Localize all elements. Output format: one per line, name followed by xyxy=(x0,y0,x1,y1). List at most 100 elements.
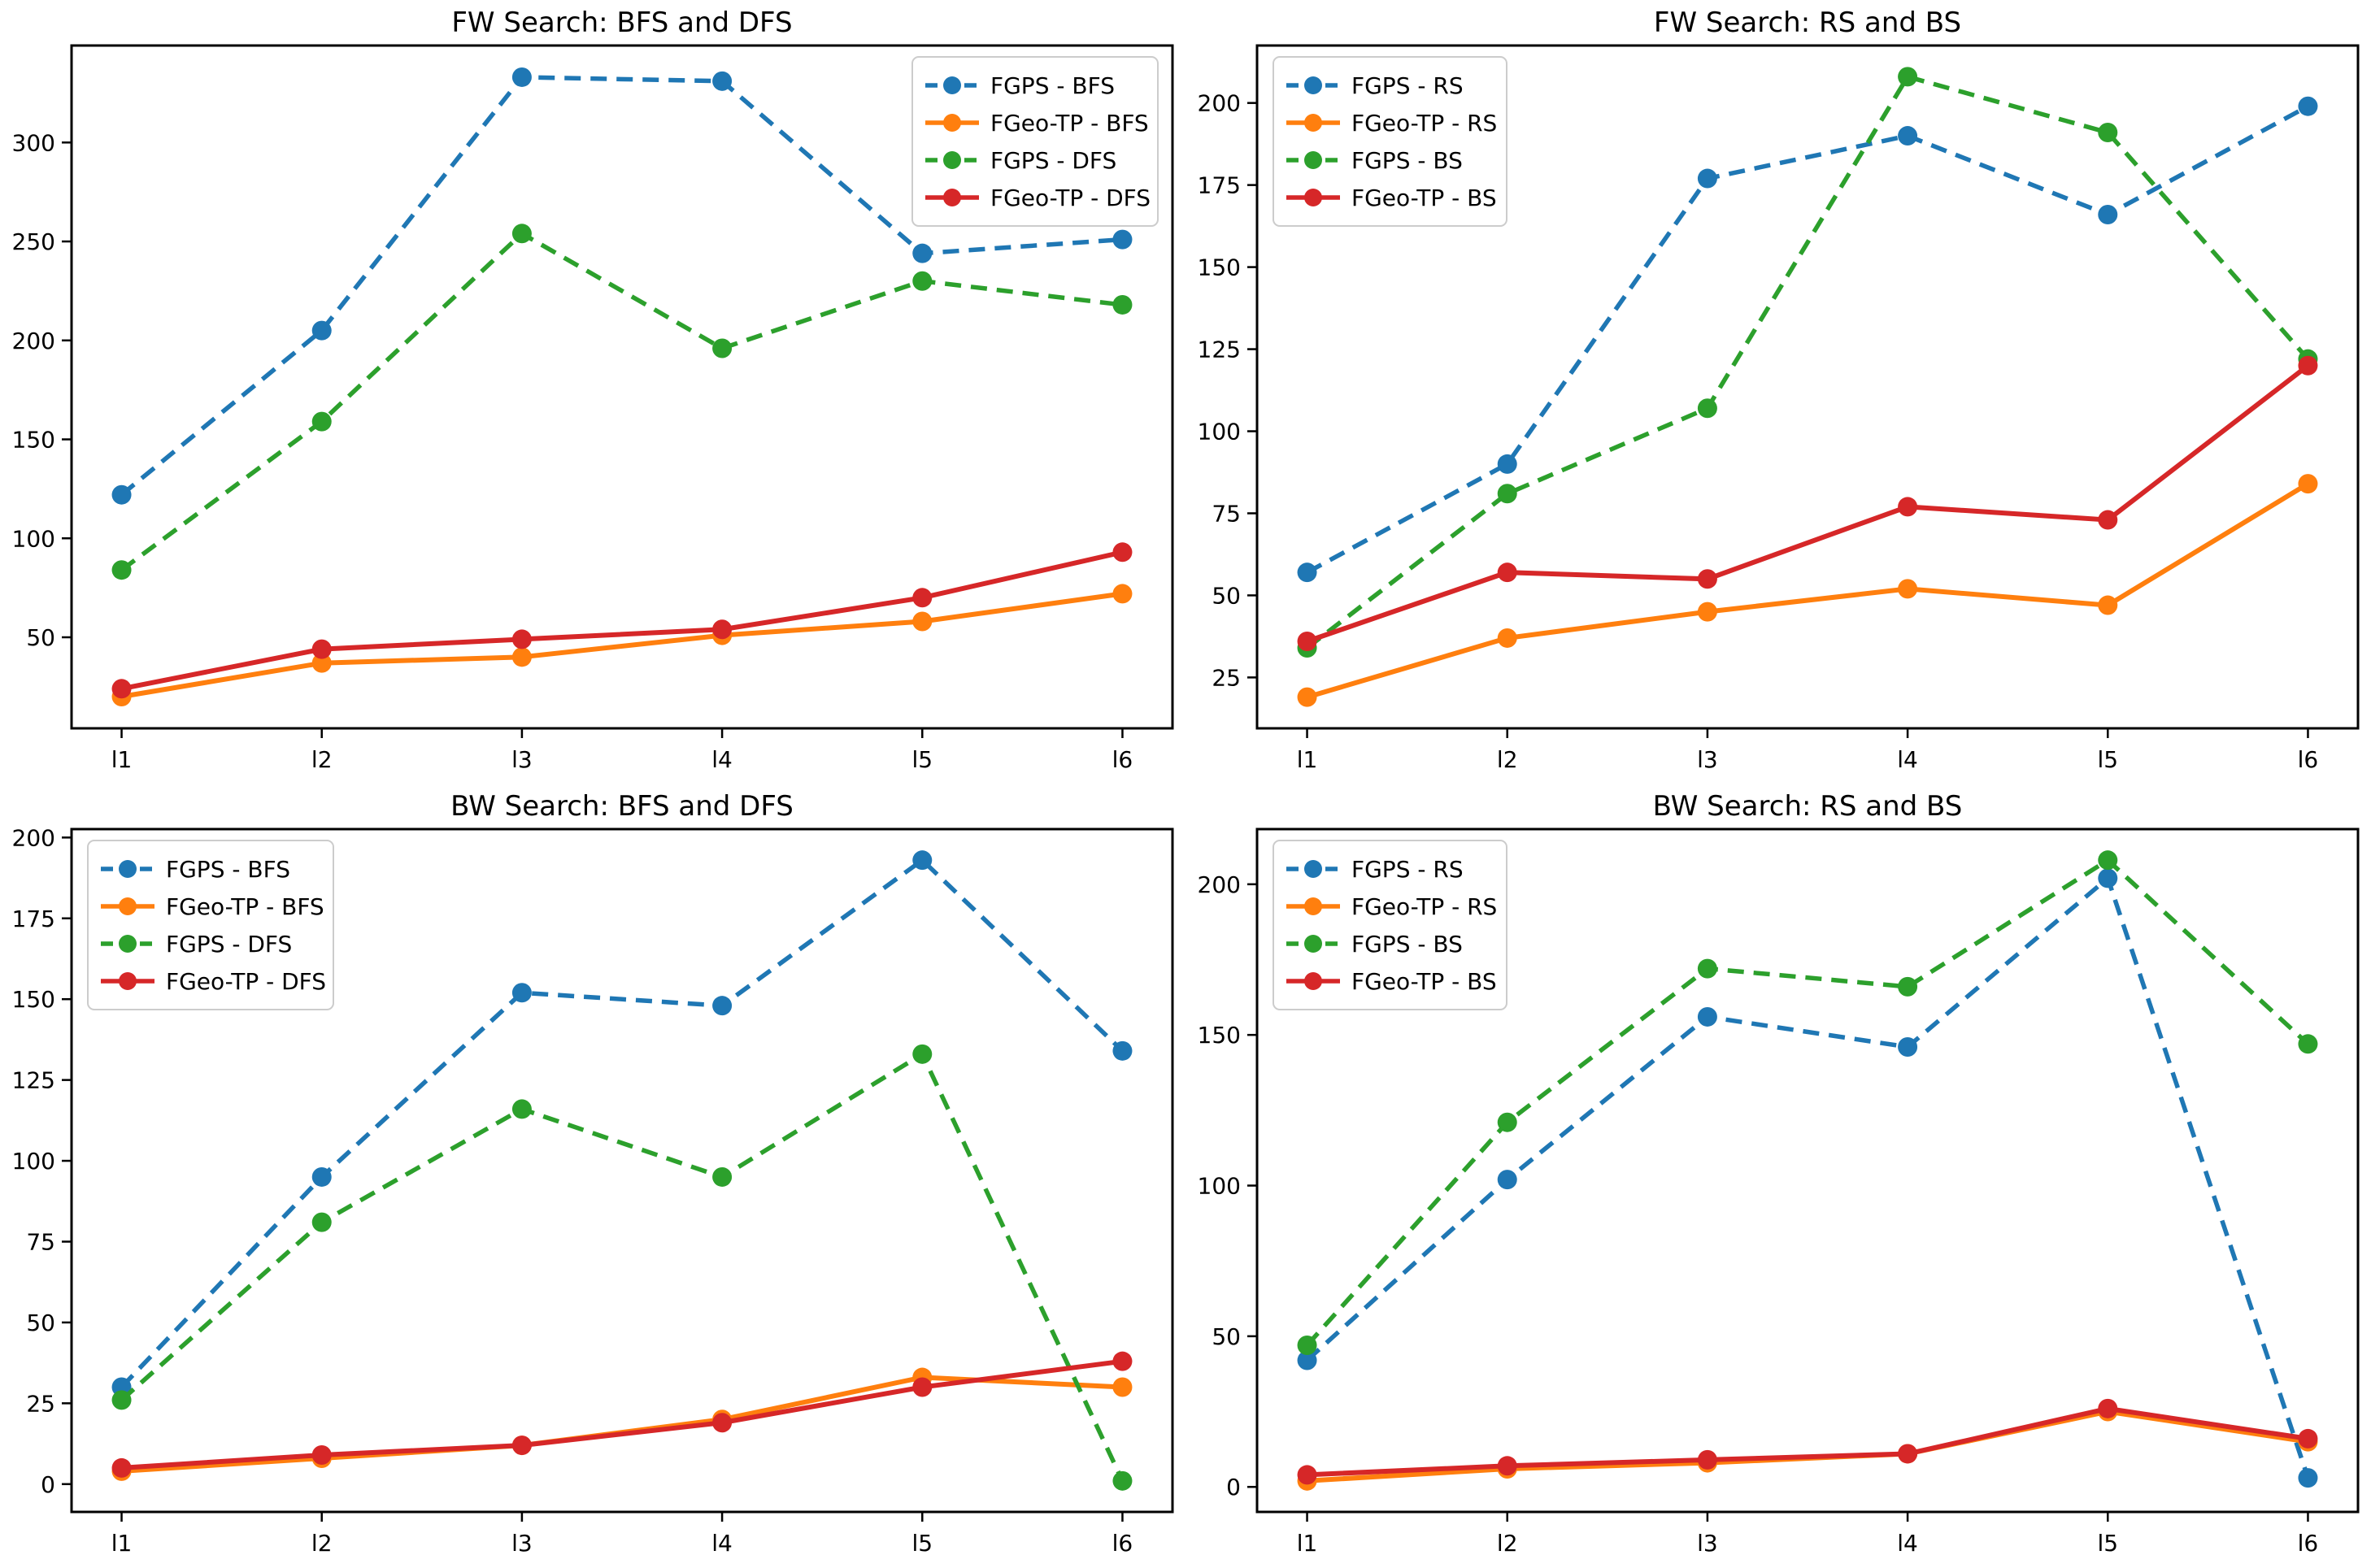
data-point-FGeo-TP - BS xyxy=(1297,1465,1317,1485)
y-tick-label: 150 xyxy=(12,427,55,454)
data-point-FGeo-TP - DFS xyxy=(712,1413,733,1433)
x-tick-label: l6 xyxy=(2298,1530,2319,1557)
y-tick-label: 50 xyxy=(26,1310,55,1336)
data-point-FGPS - DFS xyxy=(712,1166,733,1187)
series-line-FGPS - BFS xyxy=(120,857,1125,1389)
x-tick-label: l6 xyxy=(1112,1530,1133,1557)
series-line-FGeo-TP - RS xyxy=(1306,481,2310,700)
data-point-FGPS - BFS xyxy=(712,71,733,91)
chart-title: FW Search: RS and BS xyxy=(1653,7,1962,39)
data-point-FGPS - DFS xyxy=(111,1390,132,1410)
chart-title: BW Search: RS and BS xyxy=(1652,790,1963,823)
data-point-FGeo-TP - BS xyxy=(2298,1428,2318,1449)
data-point-FGeo-TP - DFS xyxy=(912,1377,933,1397)
chart-bw-bfs-dfs: 0 25 50 75 100 125 150 175 200 l1 l2 l3 l4 l5 l6 FGPS -… xyxy=(12,824,1174,1557)
legend-label-FGPS - BFS: FGPS - BFS xyxy=(166,856,290,883)
data-point-FGPS - RS xyxy=(2298,96,2318,116)
data-point-FGeo-TP - DFS xyxy=(1112,542,1133,562)
data-point-FGPS - DFS xyxy=(311,1212,332,1232)
legend-sample-marker-FGPS - BFS xyxy=(119,860,137,878)
data-point-FGPS - DFS xyxy=(311,411,332,432)
y-tick-label: 100 xyxy=(1198,1173,1241,1200)
data-point-FGPS - BFS xyxy=(912,243,933,263)
panel-bw-rs-bs: 0 50 100 150 200 l1 l2 l3 l4 l5 l6 FGPS - RS FGeo-TP… xyxy=(1186,784,2371,1568)
data-point-FGPS - BS xyxy=(1697,958,1717,979)
data-point-FGPS - BS xyxy=(1898,67,1918,87)
data-point-FGeo-TP - BFS xyxy=(1112,1377,1133,1397)
legend-label-FGeo-TP - RS: FGeo-TP - RS xyxy=(1351,110,1497,137)
y-tick-label: 50 xyxy=(1212,582,1241,609)
y-tick-label: 150 xyxy=(12,986,55,1013)
data-point-FGPS - BS xyxy=(1297,1336,1317,1356)
data-point-FGeo-TP - BS xyxy=(1697,569,1717,589)
legend-label-FGeo-TP - BFS: FGeo-TP - BFS xyxy=(990,110,1149,137)
x-tick-label: l2 xyxy=(1497,746,1518,773)
legend-sample-marker-FGeo-TP - BFS xyxy=(943,114,961,132)
data-point-FGPS - BS xyxy=(1497,484,1517,504)
axes-spines xyxy=(70,827,1174,1514)
x-tick-label: l1 xyxy=(111,1530,133,1557)
legend-sample-marker-FGeo-TP - BS xyxy=(1304,972,1322,990)
y-tick-label: 100 xyxy=(12,1148,55,1175)
y-tick-label: 50 xyxy=(26,624,55,651)
chart-fw-rs-bs: 25 50 75 100 125 150 175 200 l1 l2 l3 l4 l5 l6 FGPS - … xyxy=(1198,44,2360,773)
data-point-FGeo-TP - RS xyxy=(1697,602,1717,622)
legend-sample-marker-FGeo-TP - BS xyxy=(1304,189,1322,206)
data-point-FGPS - RS xyxy=(2298,1468,2318,1488)
series-line-FGPS - BS xyxy=(1305,857,2310,1347)
data-point-FGPS - DFS xyxy=(511,1099,532,1119)
x-tick-label: l4 xyxy=(711,746,733,773)
data-point-FGeo-TP - DFS xyxy=(1112,1351,1133,1371)
x-tick-label: l4 xyxy=(711,1530,733,1557)
data-point-FGPS - BS xyxy=(2298,1034,2318,1054)
y-tick-label: 200 xyxy=(1198,871,1241,898)
y-tick-label: 175 xyxy=(12,906,55,932)
data-point-FGeo-TP - BFS xyxy=(912,611,933,632)
data-point-FGPS - BS xyxy=(1497,1112,1517,1132)
legend-label-FGPS - RS: FGPS - RS xyxy=(1351,856,1464,883)
legend-label-FGPS - BS: FGPS - BS xyxy=(1351,931,1463,958)
y-tick-label: 200 xyxy=(12,824,55,851)
legend-sample-marker-FGeo-TP - RS xyxy=(1304,897,1322,915)
data-point-FGPS - RS xyxy=(1497,454,1517,474)
y-tick-label: 150 xyxy=(1198,254,1241,281)
data-point-FGPS - DFS xyxy=(1112,1470,1133,1491)
x-tick-label: l2 xyxy=(311,1530,333,1557)
data-point-FGPS - RS xyxy=(2098,204,2118,224)
data-point-FGeo-TP - BS xyxy=(1898,497,1918,517)
x-tick-label: l2 xyxy=(1497,1530,1518,1557)
legend-label-FGPS - BFS: FGPS - BFS xyxy=(990,72,1115,99)
y-tick-label: 200 xyxy=(12,328,55,354)
legend-label-FGPS - DFS: FGPS - DFS xyxy=(166,931,292,958)
y-tick-label: 175 xyxy=(1198,172,1241,199)
data-point-FGeo-TP - BS xyxy=(1497,1456,1517,1476)
data-point-FGPS - RS xyxy=(1697,168,1717,189)
legend-label-FGeo-TP - RS: FGeo-TP - RS xyxy=(1351,893,1497,920)
chart-fw-bfs-dfs: 50 100 150 200 250 300 l1 l2 l3 l4 l5 l6 FGPS - BFS F… xyxy=(12,44,1174,773)
series-line-FGPS - DFS xyxy=(120,1050,1125,1482)
data-point-FGPS - RS xyxy=(1497,1170,1517,1190)
legend-sample-marker-FGeo-TP - DFS xyxy=(119,972,137,990)
data-point-FGPS - BFS xyxy=(912,850,933,871)
y-tick-label: 200 xyxy=(1198,90,1241,117)
data-point-FGeo-TP - DFS xyxy=(712,619,733,640)
data-point-FGeo-TP - BS xyxy=(1497,562,1517,583)
x-tick-label: l3 xyxy=(511,746,533,773)
legend-label-FGPS - DFS: FGPS - DFS xyxy=(990,147,1116,174)
series-line-FGPS - BFS xyxy=(120,75,1123,497)
y-tick-label: 300 xyxy=(12,129,55,156)
data-point-FGPS - BS xyxy=(1898,976,1918,997)
legend-box xyxy=(87,840,334,1010)
data-point-FGeo-TP - BFS xyxy=(311,653,332,673)
legend-sample-marker-FGPS - RS xyxy=(1304,860,1322,878)
data-point-FGeo-TP - RS xyxy=(1497,628,1517,648)
data-point-FGeo-TP - DFS xyxy=(912,588,933,608)
data-point-FGPS - RS xyxy=(1898,126,1918,146)
axes-spines xyxy=(1255,44,2360,730)
data-point-FGeo-TP - DFS xyxy=(511,629,532,649)
y-tick-label: 100 xyxy=(12,525,55,552)
x-tick-label: l6 xyxy=(2298,746,2319,773)
x-tick-label: l3 xyxy=(1697,1530,1718,1557)
legend-box xyxy=(911,56,1159,227)
x-tick-label: l4 xyxy=(1897,1530,1918,1557)
